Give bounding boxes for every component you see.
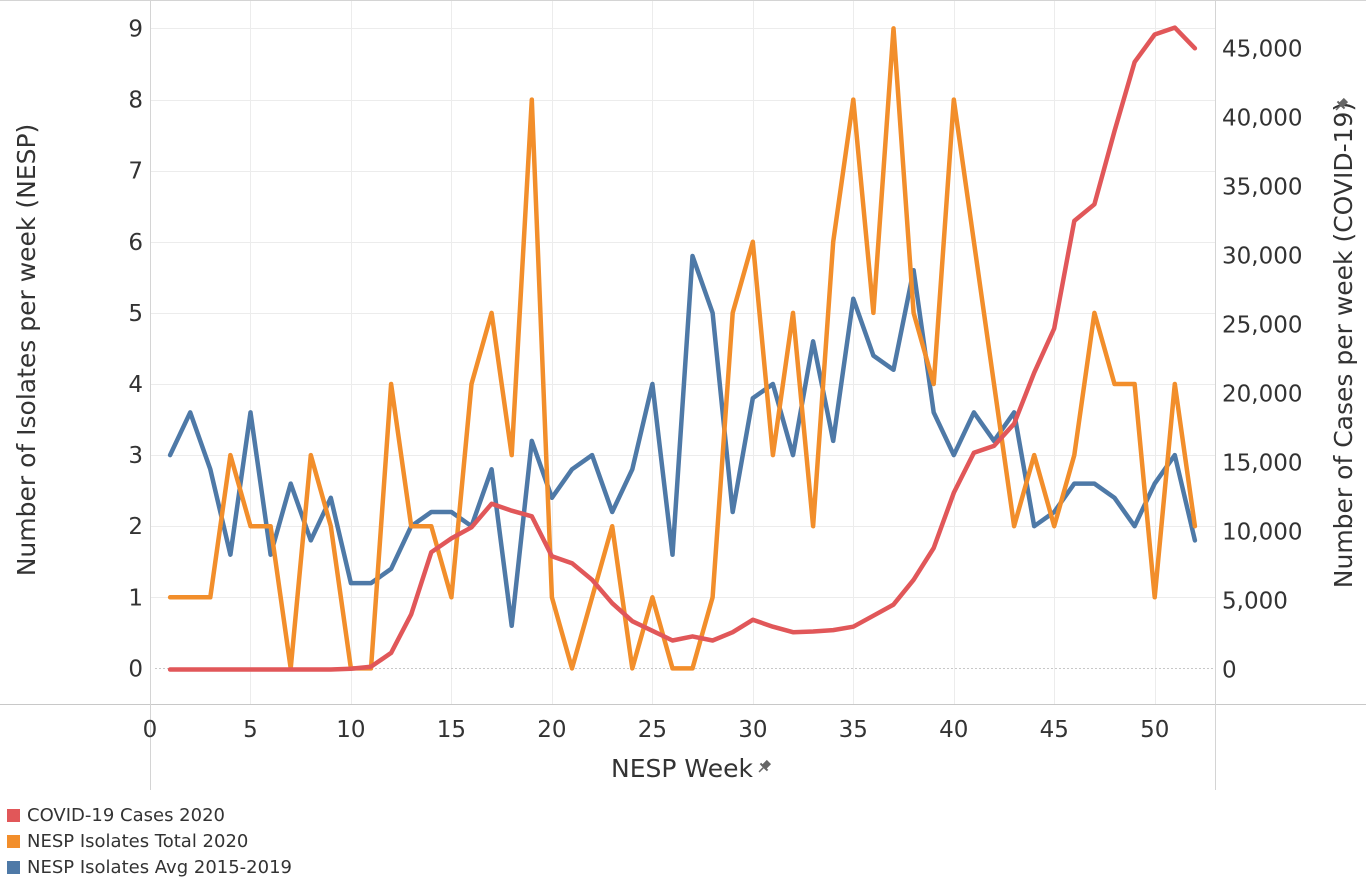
legend: COVID-19 Cases 2020 NESP Isolates Total … xyxy=(7,802,292,880)
y-right-tick-label: 20,000 xyxy=(1222,381,1302,407)
y-left-tick-label: 1 xyxy=(128,585,143,611)
y-left-tick-label: 5 xyxy=(128,301,143,327)
y-left-tick-label: 3 xyxy=(128,443,143,469)
y-left-tick-label: 2 xyxy=(128,514,143,540)
legend-swatch-nesp-avg xyxy=(7,860,20,874)
legend-swatch-nesp-total xyxy=(7,834,20,848)
x-tick-label: 35 xyxy=(839,717,868,743)
x-tick-label: 45 xyxy=(1040,717,1069,743)
series-lines xyxy=(167,25,1198,672)
y-right-tick-label: 35,000 xyxy=(1222,174,1302,200)
x-tick-label: 25 xyxy=(638,717,667,743)
legend-swatch-covid xyxy=(7,808,20,822)
y-left-tick-label: 7 xyxy=(128,159,143,185)
legend-item-nesp-total[interactable]: NESP Isolates Total 2020 xyxy=(7,828,292,854)
y-right-tick-label: 15,000 xyxy=(1222,450,1302,476)
x-tick-label: 20 xyxy=(537,717,566,743)
x-tick-label: 15 xyxy=(437,717,466,743)
x-tick-label: 10 xyxy=(336,717,365,743)
x-tick-label: 0 xyxy=(143,717,158,743)
series-line-covid-19-cases-2020[interactable] xyxy=(167,25,1198,672)
y-left-tick-label: 4 xyxy=(128,372,143,398)
series-line-nesp-isolates-avg-2015-2019[interactable] xyxy=(167,253,1198,629)
y-axis-left-title: Number of Isolates per week (NESP) xyxy=(12,124,41,577)
x-axis-title: NESP Week xyxy=(611,754,753,783)
x-tick-label: 30 xyxy=(738,717,767,743)
legend-label: NESP Isolates Total 2020 xyxy=(27,830,249,852)
y-right-tick-label: 40,000 xyxy=(1222,105,1302,131)
series-line-nesp-isolates-total-2020[interactable] xyxy=(167,26,1198,671)
y-axis-right-title: Number of Cases per week (COVID-19) xyxy=(1329,102,1358,588)
legend-label: COVID-19 Cases 2020 xyxy=(27,804,225,826)
y-right-tick-label: 25,000 xyxy=(1222,312,1302,338)
x-tick-label: 50 xyxy=(1140,717,1169,743)
y-right-tick-label: 10,000 xyxy=(1222,519,1302,545)
y-left-tick-label: 6 xyxy=(128,230,143,256)
y-right-tick-label: 45,000 xyxy=(1222,36,1302,62)
axis-ticks: 0 5 10 15 20 25 30 35 40 45 50012345678905,00010,0… xyxy=(128,16,1302,743)
y-right-tick-label: 5,000 xyxy=(1222,588,1288,614)
y-left-tick-label: 9 xyxy=(128,16,143,42)
y-left-tick-label: 8 xyxy=(128,88,143,114)
pin-icon[interactable] xyxy=(1333,97,1350,114)
y-left-tick-label: 0 xyxy=(128,656,143,682)
legend-item-nesp-avg[interactable]: NESP Isolates Avg 2015-2019 xyxy=(7,854,292,880)
x-tick-label: 5 xyxy=(243,717,258,743)
pin-icon[interactable] xyxy=(756,759,773,776)
legend-item-covid[interactable]: COVID-19 Cases 2020 xyxy=(7,802,292,828)
x-tick-label: 40 xyxy=(939,717,968,743)
legend-label: NESP Isolates Avg 2015-2019 xyxy=(27,856,292,878)
y-right-tick-label: 30,000 xyxy=(1222,243,1302,269)
gridlines xyxy=(150,0,1215,704)
y-right-tick-label: 0 xyxy=(1222,657,1237,683)
